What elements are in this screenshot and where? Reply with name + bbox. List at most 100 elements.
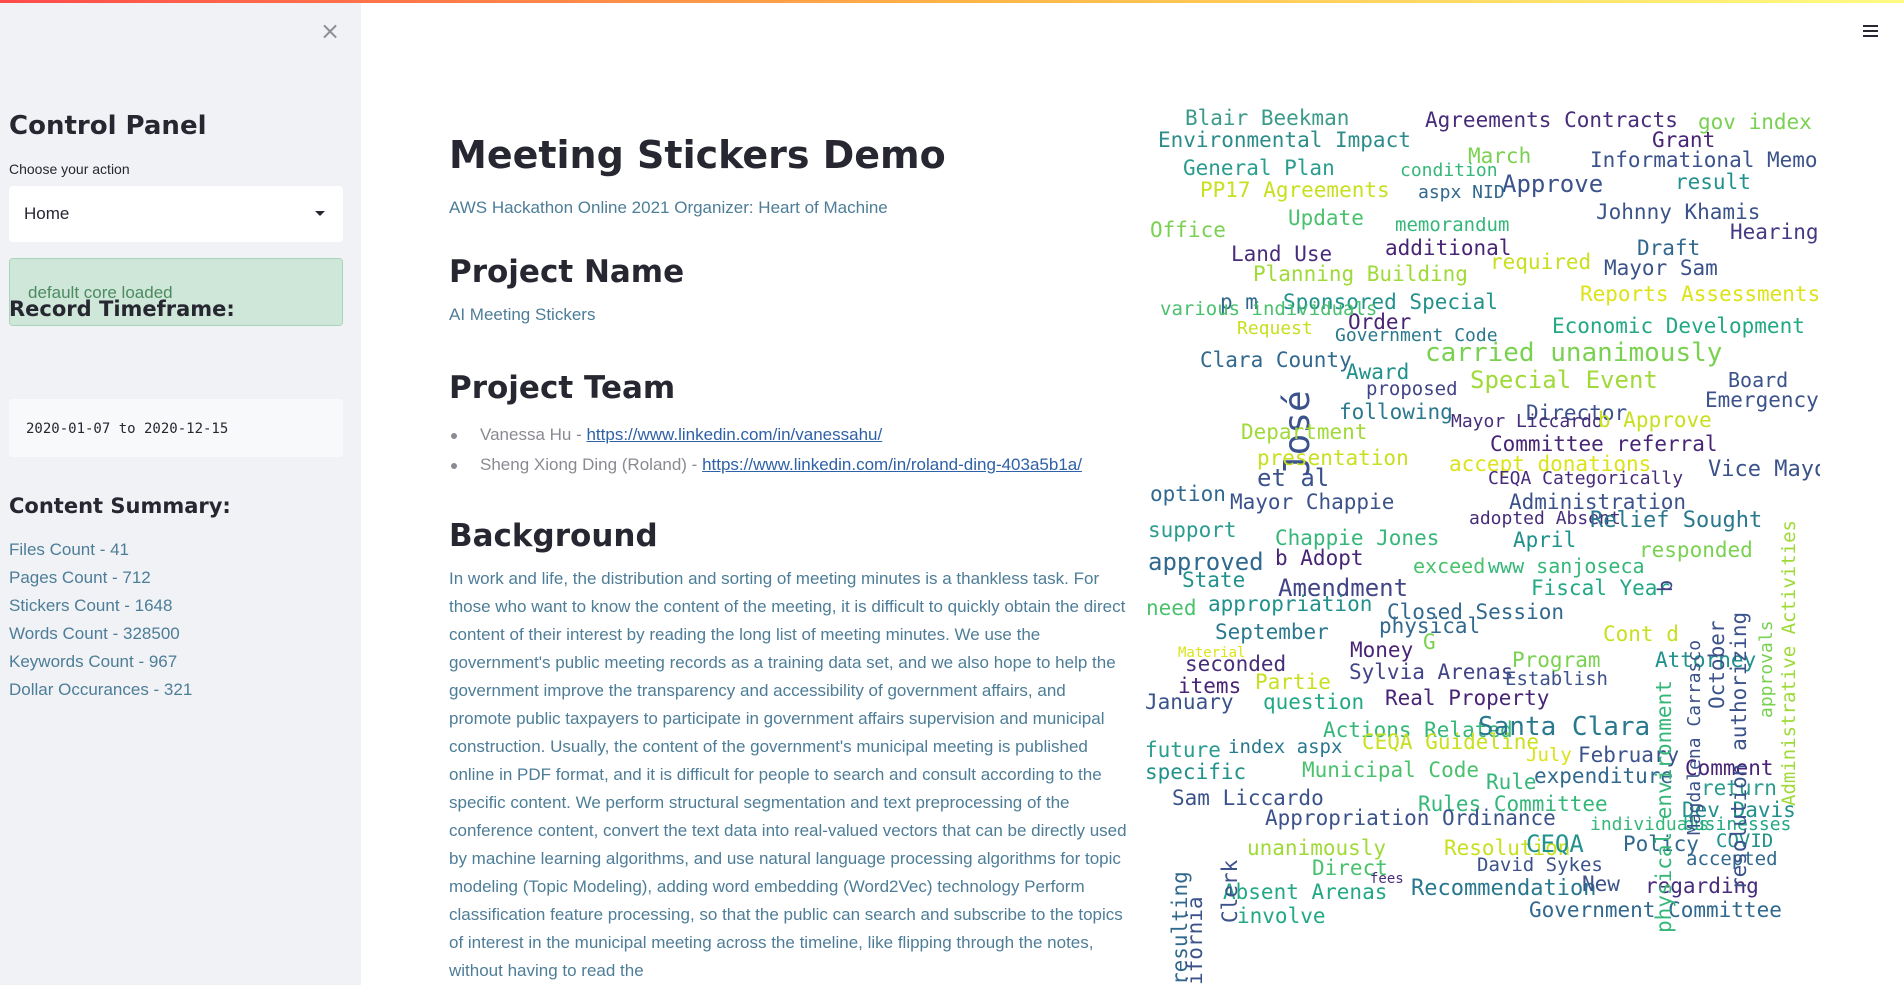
word-cloud-term: involve: [1237, 904, 1326, 928]
word-cloud-term: General Plan: [1183, 156, 1335, 180]
word-cloud-term: b Approve: [1598, 408, 1712, 432]
word-cloud-term: Agreements Contracts: [1425, 108, 1678, 132]
team-member-link[interactable]: https://www.linkedin.com/in/roland-ding-…: [702, 455, 1082, 474]
list-item: Sheng Xiong Ding (Roland) - https://www.…: [449, 450, 1082, 480]
action-select[interactable]: Home: [9, 186, 343, 242]
page-subtitle: AWS Hackathon Online 2021 Organizer: Hea…: [449, 198, 888, 217]
word-cloud-term: Informational Memo: [1590, 148, 1818, 172]
word-cloud-term: Mayor Liccardo: [1451, 411, 1603, 432]
word-cloud-term: Municipal Code: [1302, 758, 1480, 782]
word-cloud-term: adopted Absent: [1469, 508, 1621, 529]
page-title: Meeting Stickers Demo: [449, 133, 946, 177]
timeframe-heading: Record Timeframe:: [9, 297, 235, 321]
word-cloud-term: Award: [1346, 360, 1410, 384]
word-cloud-term: various individuals: [1160, 298, 1378, 320]
word-cloud-term: Approve: [1502, 170, 1604, 198]
word-cloud-term: specific: [1145, 760, 1247, 784]
keyword-word-cloud: Blair Beekman Agreements Contracts gov ind…: [1140, 100, 1820, 985]
word-cloud-term: Resolution: [1444, 836, 1571, 860]
word-cloud-term: Administration: [1509, 490, 1687, 514]
word-cloud-term: New: [1582, 872, 1620, 896]
sidebar: × Control Panel Choose your action Home …: [0, 3, 361, 985]
word-cloud-term: Amendment: [1278, 574, 1409, 602]
word-cloud-term: Grant: [1652, 128, 1716, 152]
word-cloud-term: Committee referral: [1490, 432, 1718, 456]
word-cloud-term: regarding: [1645, 874, 1759, 898]
word-cloud-term: Sylvia Arenas: [1349, 660, 1514, 684]
word-cloud-term: return: [1701, 776, 1777, 800]
word-cloud-term: October: [1705, 620, 1729, 709]
word-cloud-term: fees: [1370, 871, 1404, 887]
word-cloud-term: Board: [1728, 368, 1789, 392]
content-summary-list: Files Count - 41 Pages Count - 712 Stick…: [9, 536, 192, 704]
word-cloud-term: Relief Sought: [1590, 508, 1763, 533]
word-cloud-term: Sponsored Special: [1283, 290, 1498, 314]
word-cloud-term: b Adopt: [1275, 546, 1364, 570]
word-cloud-term: Administrative Activities: [1778, 520, 1800, 806]
word-cloud-term: seconded: [1185, 652, 1287, 676]
word-cloud-term: PP17 Agreements: [1200, 178, 1390, 202]
word-cloud-term: Economic Development: [1552, 314, 1805, 338]
word-cloud-term: Request: [1237, 318, 1313, 339]
word-cloud-term: future: [1145, 738, 1221, 762]
word-cloud-term: appropriation: [1208, 592, 1373, 616]
word-cloud-term: Partie: [1255, 670, 1331, 694]
action-select-value: Home: [24, 204, 70, 223]
team-member-link[interactable]: https://www.linkedin.com/in/vanessahu/: [586, 425, 883, 444]
word-cloud-term: Environmental Impact: [1158, 128, 1411, 152]
word-cloud-term: Actions Related: [1323, 718, 1513, 742]
word-cloud-term: Clara County: [1200, 348, 1352, 372]
word-cloud-term: ifornia: [1183, 896, 1207, 985]
word-cloud-term: CEQA Guideline: [1362, 730, 1540, 754]
word-cloud-term: required: [1490, 250, 1592, 274]
background-heading: Background: [449, 518, 658, 554]
word-cloud-term: expenditure: [1534, 764, 1674, 788]
word-cloud-term: Blair Beekman: [1185, 106, 1350, 130]
word-cloud-term: individuals: [1590, 814, 1710, 835]
word-cloud-term: Establish: [1505, 668, 1608, 690]
word-cloud-term: p m: [1220, 290, 1258, 314]
word-cloud-term: G: [1423, 630, 1436, 654]
word-cloud-term: items: [1178, 674, 1242, 698]
word-cloud-term: Office: [1150, 218, 1226, 242]
word-cloud-term: Planning Building: [1253, 262, 1468, 286]
word-cloud-term: Hearing: [1730, 220, 1819, 244]
project-team-heading: Project Team: [449, 370, 676, 406]
status-alert: default core loaded: [9, 258, 343, 326]
word-cloud-term: Magdalena Carrasco: [1684, 639, 1705, 835]
word-cloud-term: Clerk: [1218, 859, 1242, 923]
word-cloud-term: Comment: [1685, 756, 1774, 780]
word-cloud-term: exceed: [1413, 554, 1486, 578]
word-cloud-term: April: [1513, 528, 1577, 552]
word-cloud-term: accept donations: [1449, 452, 1652, 476]
summary-heading: Content Summary:: [9, 494, 231, 518]
word-cloud-term: need: [1146, 596, 1197, 620]
word-cloud-term: COVID: [1716, 830, 1774, 852]
word-cloud-term: Material: [1178, 645, 1246, 661]
caret-down-icon: [315, 211, 325, 216]
word-cloud-term: condition: [1400, 160, 1498, 181]
word-cloud-term: gov index: [1698, 110, 1812, 134]
word-cloud-term: September: [1215, 620, 1329, 644]
word-cloud-term: Cont d: [1603, 622, 1679, 646]
word-cloud-term: Vice Mayor: [1708, 457, 1820, 482]
word-cloud-term: Land Use: [1231, 242, 1333, 266]
word-cloud-term: Government Committee: [1529, 898, 1782, 922]
word-cloud-term: www sanjoseca: [1488, 554, 1645, 578]
close-sidebar-button[interactable]: ×: [319, 17, 341, 45]
word-cloud-term: Department: [1241, 420, 1368, 444]
sidebar-title: Control Panel: [9, 111, 207, 141]
word-cloud-term: Attorney: [1655, 648, 1757, 672]
team-member-name: Sheng Xiong Ding (Roland) -: [480, 455, 703, 474]
word-cloud-term: businesses: [1683, 814, 1792, 835]
word-cloud-term: Real Property: [1385, 686, 1550, 710]
word-cloud-term: b: [1653, 579, 1677, 592]
word-cloud-term: Program: [1512, 648, 1601, 672]
word-cloud-term: CEQA Categorically: [1488, 468, 1684, 489]
word-cloud-term: David Sykes: [1477, 854, 1603, 876]
hamburger-menu-icon[interactable]: [1858, 22, 1882, 42]
word-cloud-term: Reports Assessments: [1580, 282, 1820, 306]
word-cloud-term: Order: [1348, 310, 1412, 334]
word-cloud-term: support: [1148, 518, 1237, 542]
word-cloud-term: Direct: [1312, 856, 1388, 880]
